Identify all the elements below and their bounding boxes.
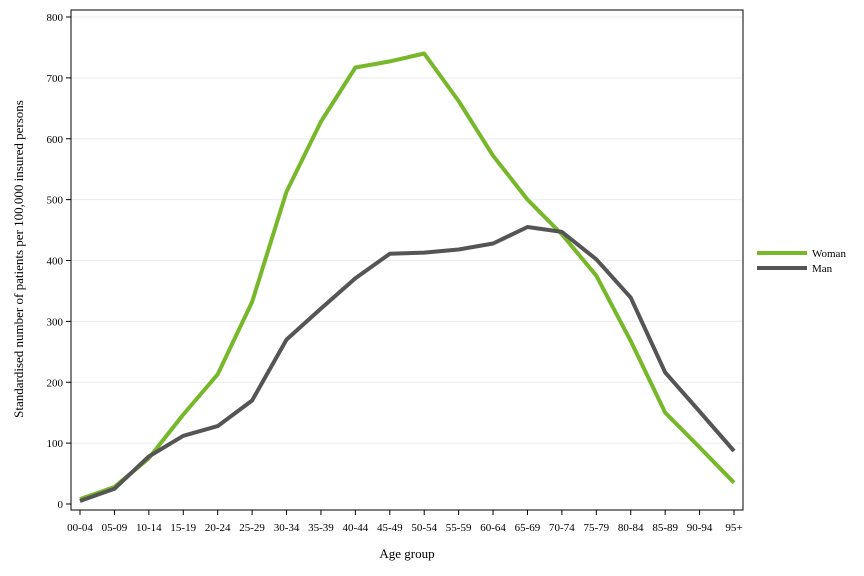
x-tick-label: 05-09 bbox=[102, 522, 128, 534]
x-tick-label: 65-69 bbox=[515, 522, 541, 534]
x-tick-label: 25-29 bbox=[239, 522, 265, 534]
x-tick-label: 85-89 bbox=[652, 522, 678, 534]
x-tick-label: 55-59 bbox=[446, 522, 472, 534]
y-tick-label: 500 bbox=[47, 195, 64, 207]
x-tick-label: 30-34 bbox=[274, 522, 300, 534]
legend: Woman Man bbox=[757, 248, 846, 275]
x-tick-label: 40-44 bbox=[343, 522, 369, 534]
y-tick-label: 100 bbox=[47, 438, 64, 450]
y-tick-label: 400 bbox=[47, 256, 64, 268]
x-tick-label: 50-54 bbox=[411, 522, 437, 534]
x-tick-label: 45-49 bbox=[377, 522, 403, 534]
legend-label-man: Man bbox=[812, 263, 833, 275]
x-tick-label: 75-79 bbox=[583, 522, 609, 534]
x-tick-label: 20-24 bbox=[205, 522, 231, 534]
series-line-woman bbox=[79, 51, 736, 501]
y-tick-label: 200 bbox=[47, 377, 64, 389]
x-axis: 00-04 05-09 10-14 15-19 20-24 25-29 30-34 35-39… bbox=[67, 510, 743, 534]
x-tick-label: 60-64 bbox=[480, 522, 506, 534]
legend-label-woman: Woman bbox=[812, 248, 846, 260]
y-tick-label: 700 bbox=[47, 73, 64, 85]
y-tick-label: 600 bbox=[47, 134, 64, 146]
y-axis-title: Standardised number of patients per 100,… bbox=[11, 100, 26, 418]
series-lines bbox=[79, 51, 736, 503]
x-tick-label: 35-39 bbox=[308, 522, 334, 534]
x-tick-label: 90-94 bbox=[687, 522, 713, 534]
x-tick-label: 80-84 bbox=[618, 522, 644, 534]
y-tick-label: 0 bbox=[58, 499, 64, 511]
x-tick-label: 10-14 bbox=[136, 522, 162, 534]
y-tick-label: 800 bbox=[47, 12, 64, 24]
x-tick-label: 70-74 bbox=[549, 522, 575, 534]
gridlines bbox=[71, 16, 743, 444]
x-tick-label: 95+ bbox=[725, 522, 742, 534]
x-tick-label: 15-19 bbox=[170, 522, 196, 534]
x-axis-title: Age group bbox=[379, 546, 434, 561]
series-line-man bbox=[79, 225, 736, 503]
y-axis: 0 100 200 300 400 500 600 700 800 bbox=[47, 12, 71, 511]
x-tick-label: 00-04 bbox=[67, 522, 93, 534]
y-tick-label: 300 bbox=[47, 316, 64, 328]
